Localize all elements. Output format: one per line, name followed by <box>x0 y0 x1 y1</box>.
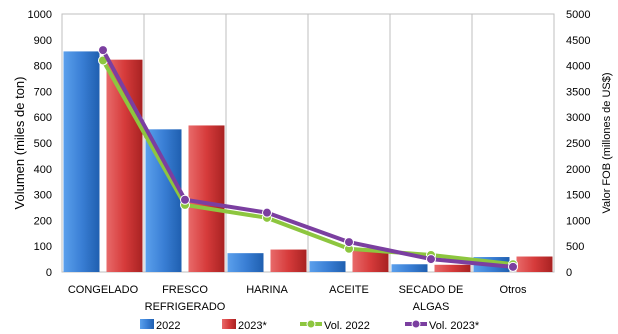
line-vol-2022 <box>101 58 515 267</box>
right-axis-label: Valor FOB (millones de US$) <box>601 72 613 213</box>
left-tick-label: 1000 <box>28 9 52 21</box>
right-axis-ticks: 0 500 1000 1500 2000 2500 3000 3500 4000 4500 5000 <box>566 9 590 279</box>
category-label: ALGAS <box>413 301 450 313</box>
bar-2022 <box>227 253 264 272</box>
right-tick-label: 4000 <box>566 61 590 73</box>
category-label: SECADO DE <box>399 284 464 296</box>
right-tick-label: 2000 <box>566 164 590 176</box>
legend-label: Vol. 2023* <box>429 320 480 332</box>
left-tick-label: 400 <box>34 164 52 176</box>
legend: 2022 2023* Vol. 2022 Vol. 2023* <box>140 319 480 332</box>
point-vol-2023 <box>344 237 354 248</box>
plot-area <box>61 13 555 273</box>
bar-2023 <box>352 248 389 272</box>
legend-label: Vol. 2022 <box>324 320 370 332</box>
left-tick-label: 300 <box>34 190 52 202</box>
left-tick-label: 100 <box>34 241 52 253</box>
bar-2022 <box>309 261 346 272</box>
right-tick-label: 3000 <box>566 112 590 124</box>
point-vol-2023 <box>98 45 108 56</box>
left-tick-label: 200 <box>34 215 52 227</box>
legend-item: Vol. 2022 <box>300 319 370 332</box>
legend-item: 2022 <box>140 319 180 332</box>
legend-marker <box>306 319 316 329</box>
point-vol-2023 <box>426 254 436 265</box>
bar-2022 <box>145 129 182 272</box>
category-label: REFRIGERADO <box>145 301 226 313</box>
lines <box>98 45 518 272</box>
bar-2023 <box>434 264 471 272</box>
right-tick-label: 500 <box>566 241 584 253</box>
left-axis-ticks: 0 100 200 300 400 500 600 700 800 900 1000 <box>28 9 52 279</box>
right-tick-label: 2500 <box>566 138 590 150</box>
right-tick-label: 1500 <box>566 190 590 202</box>
left-tick-label: 0 <box>46 267 52 279</box>
legend-swatch <box>222 319 236 329</box>
bar-2022 <box>391 264 428 272</box>
legend-item: 2023* <box>222 319 267 332</box>
category-label: ACEITE <box>329 284 369 296</box>
left-axis-label: Volumen (miles de ton) <box>12 77 27 210</box>
legend-marker <box>411 319 421 329</box>
category-labels: CONGELADO FRESCO REFRIGERADO HARINA ACEITE SE… <box>68 284 527 313</box>
left-tick-label: 900 <box>34 35 52 47</box>
right-tick-label: 3500 <box>566 86 590 98</box>
left-tick-label: 800 <box>34 61 52 73</box>
category-label: HARINA <box>246 284 288 296</box>
bar-2023 <box>188 125 225 273</box>
bar-2022 <box>63 51 100 272</box>
legend-label: 2022 <box>156 320 180 332</box>
legend-label: 2023* <box>238 320 267 332</box>
left-tick-label: 600 <box>34 112 52 124</box>
line-vol-2023 <box>101 48 515 269</box>
point-vol-2023 <box>180 194 190 205</box>
right-tick-label: 1000 <box>566 215 590 227</box>
left-tick-label: 700 <box>34 86 52 98</box>
category-label: Otros <box>500 284 527 296</box>
left-tick-label: 500 <box>34 138 52 150</box>
bar-2023 <box>270 249 307 272</box>
bar-2023 <box>516 256 553 272</box>
right-tick-label: 5000 <box>566 9 590 21</box>
legend-item: Vol. 2023* <box>405 319 480 332</box>
right-tick-label: 4500 <box>566 35 590 47</box>
category-label: FRESCO <box>162 284 208 296</box>
right-tick-label: 0 <box>566 267 572 279</box>
category-label: CONGELADO <box>68 284 139 296</box>
legend-swatch <box>140 319 154 329</box>
point-vol-2023 <box>262 207 272 218</box>
point-vol-2023 <box>508 261 518 272</box>
